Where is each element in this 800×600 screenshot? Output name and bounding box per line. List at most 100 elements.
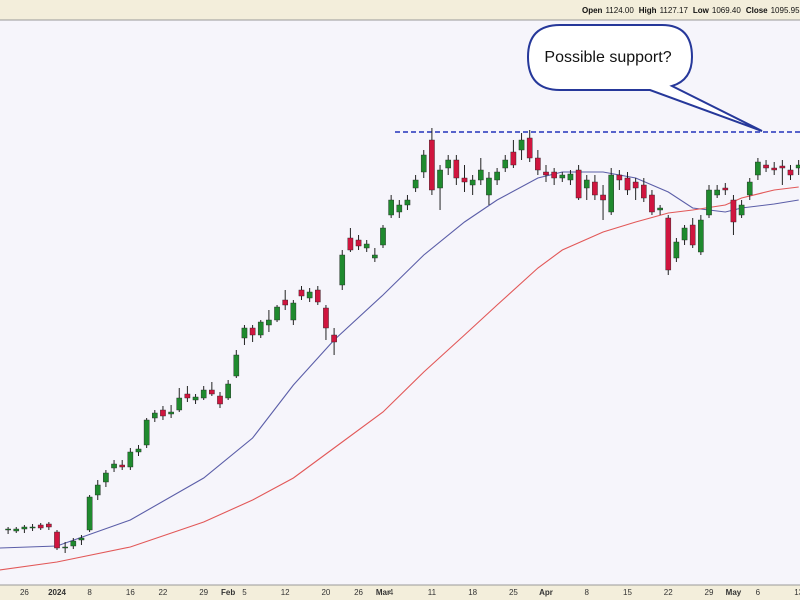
candle-body	[94, 484, 101, 496]
x-tick-label: 5	[242, 588, 247, 597]
candle-body	[323, 307, 329, 329]
candle-body	[583, 179, 590, 189]
x-tick-label: 4	[389, 588, 394, 597]
candle-body	[404, 199, 411, 206]
quote-label: High	[638, 6, 657, 15]
candle-body	[176, 397, 183, 411]
candle-body	[266, 319, 272, 326]
candle-body	[62, 546, 68, 549]
candle-body	[388, 199, 394, 216]
candle-body	[543, 171, 549, 176]
candle-body	[78, 537, 85, 541]
candle-body	[111, 463, 117, 469]
candle-body	[437, 169, 443, 189]
candle-body	[249, 327, 256, 336]
x-tick-label: 15	[623, 588, 632, 597]
candle-body	[494, 171, 500, 181]
candle-body	[649, 194, 655, 213]
candle-body	[681, 227, 688, 241]
quote-value: 1095.95	[770, 6, 800, 15]
candle-body	[37, 524, 44, 529]
candle-body	[290, 302, 297, 321]
candle-body	[722, 187, 729, 191]
callout-text: Possible support?	[544, 49, 671, 66]
candle-body	[168, 411, 174, 415]
x-tick-label: Mar	[376, 588, 390, 597]
candle-body	[339, 254, 346, 286]
candle-body	[396, 204, 403, 213]
callout: Possible support?	[526, 24, 763, 132]
candle-body	[510, 151, 517, 166]
candle-body	[29, 526, 36, 529]
candle-body	[665, 217, 672, 271]
candle-body	[746, 181, 753, 196]
candle-body	[657, 207, 663, 211]
candle-body	[689, 224, 696, 246]
candle-body	[135, 448, 142, 453]
x-tick-label: 16	[126, 588, 135, 597]
quote-value: 1069.40	[711, 6, 741, 15]
candle-body	[298, 289, 305, 297]
x-tick-label: 26	[20, 588, 29, 597]
candle-body	[274, 306, 280, 321]
candle-body	[673, 241, 680, 259]
x-tick-label: 18	[468, 588, 477, 597]
date-axis-bar	[0, 585, 800, 600]
candle-body	[624, 177, 631, 191]
candle-body	[641, 184, 647, 199]
candle-body	[257, 321, 264, 336]
header-bar	[0, 0, 800, 20]
candle-body	[567, 173, 574, 181]
candle-body	[763, 164, 769, 169]
candle-body	[380, 227, 386, 246]
candle-body	[469, 179, 476, 186]
candle-body	[86, 496, 93, 531]
candle-body	[160, 409, 166, 417]
candle-body	[315, 289, 321, 303]
candle-body	[730, 199, 737, 223]
candle-body	[592, 181, 598, 196]
x-tick-label: Apr	[539, 588, 553, 597]
candle-body	[70, 540, 77, 547]
candle-body	[347, 237, 354, 251]
x-tick-label: 8	[87, 588, 92, 597]
candle-body	[478, 169, 484, 181]
candle-body	[306, 291, 313, 299]
candle-body	[372, 254, 378, 259]
x-tick-label: 13	[794, 588, 800, 597]
candle-body	[795, 164, 800, 169]
candle-body	[200, 389, 207, 399]
x-tick-label: 11	[428, 588, 437, 597]
x-tick-label: 20	[321, 588, 330, 597]
candle-body	[282, 299, 289, 306]
plot-area	[0, 128, 800, 571]
x-tick-label: Feb	[221, 588, 235, 597]
candle-body	[21, 526, 28, 530]
candle-body	[331, 334, 337, 343]
candle-body	[755, 161, 761, 176]
candle-body	[616, 174, 623, 181]
x-tick-label: 22	[664, 588, 673, 597]
callout-bubble	[526, 24, 763, 132]
candle-body	[192, 396, 199, 401]
candle-body	[551, 171, 557, 179]
candle-body	[600, 194, 606, 201]
candle-body	[355, 239, 362, 247]
candle-body	[608, 174, 614, 213]
x-tick-label: 29	[199, 588, 208, 597]
x-tick-label: May	[726, 588, 742, 597]
candle-body	[54, 531, 60, 549]
candle-body	[217, 395, 223, 405]
candle-body	[779, 165, 786, 169]
candle-body	[13, 528, 20, 532]
candle-body	[559, 174, 566, 179]
candle-body	[5, 528, 11, 531]
candle-body	[714, 189, 720, 196]
candle-body	[241, 327, 248, 339]
candle-body	[184, 393, 191, 399]
candle-body	[103, 472, 109, 483]
x-tick-label: 25	[509, 588, 518, 597]
candle-body	[127, 451, 134, 468]
